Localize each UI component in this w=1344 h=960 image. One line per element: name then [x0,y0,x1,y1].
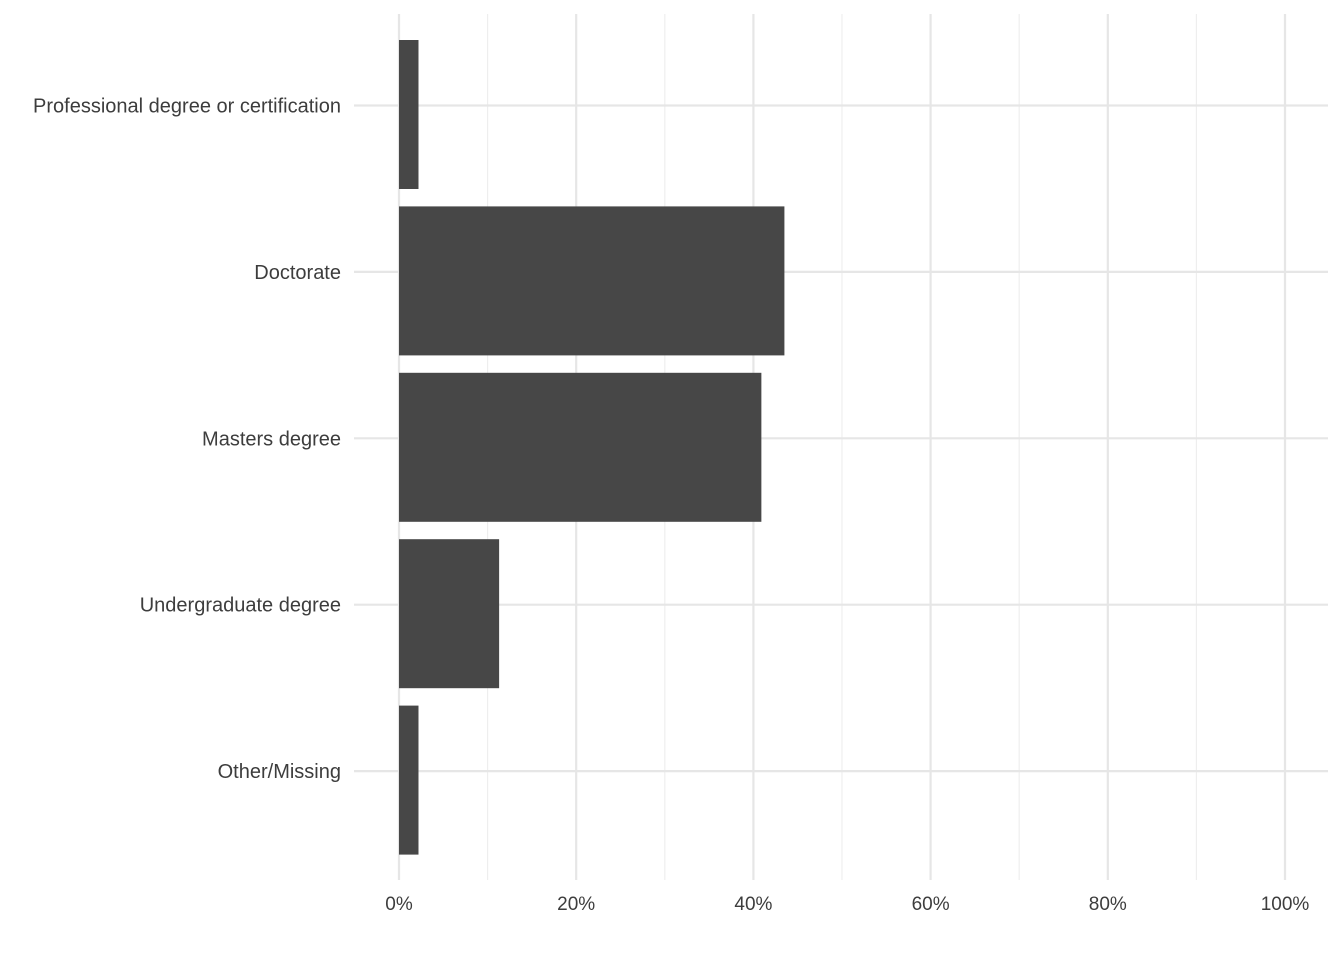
bars [399,40,785,855]
bar [399,40,419,189]
category-label: Other/Missing [218,761,341,783]
x-tick-labels: 0% 20% 40% 60% 80% 100% [385,894,1309,915]
minor-gridlines [487,14,1197,880]
category-label: Doctorate [254,262,341,284]
bar [399,539,500,689]
x-tick-label: 20% [557,894,595,915]
x-tick-label: 40% [734,894,772,915]
category-labels: Professional degree or certification Doct… [33,96,341,784]
category-label: Professional degree or certification [33,96,341,118]
bar [399,705,419,855]
x-tick-label: 80% [1089,894,1127,915]
bar [399,206,785,356]
category-label: Undergraduate degree [140,595,341,617]
x-tick-label: 100% [1261,894,1310,915]
category-label: Masters degree [202,428,341,450]
x-tick-label: 0% [385,894,413,915]
bar [399,372,762,522]
x-tick-label: 60% [912,894,950,915]
